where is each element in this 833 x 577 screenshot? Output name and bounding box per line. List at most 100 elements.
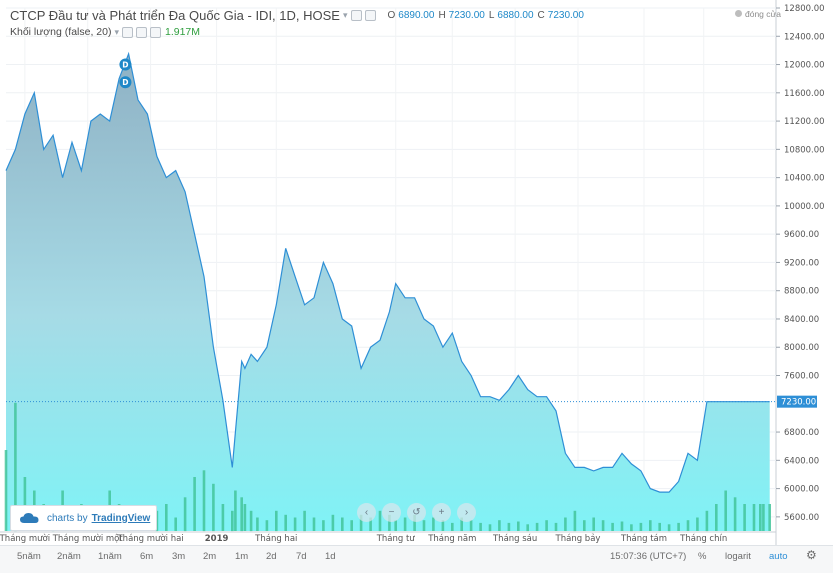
volume-bar: [498, 520, 501, 531]
volume-bar: [583, 520, 586, 531]
gear-icon[interactable]: ⚙: [806, 548, 817, 562]
volume-label[interactable]: Khối lượng (false, 20): [10, 26, 112, 38]
volume-bar: [752, 504, 756, 531]
volume-bar: [413, 514, 416, 531]
timeframe-1y[interactable]: 1năm: [98, 551, 122, 562]
tradingview-link[interactable]: TradingView: [91, 512, 151, 524]
chevron-down-icon[interactable]: ▾: [342, 10, 348, 20]
bottom-toolbar: [0, 545, 833, 573]
volume-bar: [705, 510, 709, 532]
timeframe-1m[interactable]: 1m: [235, 551, 249, 562]
volume-bar: [388, 514, 391, 531]
volume-bar: [341, 517, 344, 531]
eye-icon[interactable]: [122, 26, 133, 38]
timeframe-7d[interactable]: 7d: [296, 551, 307, 562]
volume-bar: [686, 520, 690, 531]
x-tick-label: Tháng chín: [679, 534, 727, 544]
log-toggle[interactable]: logarit: [725, 551, 751, 562]
tradingview-prefix: charts by: [47, 512, 88, 524]
dividend-marker[interactable]: [119, 58, 132, 71]
ohlc-open-value: 6890.00: [398, 10, 435, 21]
chart-legend-title[interactable]: CTCP Đầu tư và Phát triển Đa Quốc Gia - …: [10, 8, 584, 23]
dividend-marker[interactable]: [119, 76, 132, 89]
volume-bar: [592, 517, 595, 531]
timeframe-2y[interactable]: 2năm: [57, 551, 81, 562]
zoom-minus-button[interactable]: −: [382, 503, 401, 522]
cloud-icon: [20, 513, 39, 523]
volume-bar: [240, 497, 243, 532]
zoom-out-button[interactable]: ‹: [357, 503, 376, 522]
volume-bar: [526, 524, 529, 532]
timeframe-5y[interactable]: 5năm: [17, 551, 41, 562]
volume-bar: [696, 517, 699, 531]
volume-bar: [231, 510, 234, 532]
volume-bar: [243, 504, 247, 531]
dividend-markers[interactable]: DD: [119, 58, 132, 89]
volume-bar: [14, 402, 17, 532]
y-tick-label: 9600.00: [784, 230, 819, 240]
timeframe-2m[interactable]: 2m: [203, 551, 217, 562]
volume-bar: [564, 517, 567, 531]
volume-bar: [573, 510, 577, 532]
zoom-plus-button[interactable]: +: [432, 503, 451, 522]
clock-time[interactable]: 15:07:36 (UTC+7): [610, 551, 687, 562]
volume-bar: [234, 490, 237, 531]
volume-bar: [284, 514, 287, 531]
tradingview-badge[interactable]: charts by TradingView: [10, 505, 157, 531]
zoom-out-icon: ‹: [364, 507, 369, 518]
volume-bar: [312, 517, 316, 531]
reset-button[interactable]: ↺: [407, 503, 426, 522]
eye-icon[interactable]: [350, 10, 362, 21]
plus-icon: +: [438, 507, 445, 518]
price-series-line: [5, 51, 770, 493]
x-tick-label: Tháng mười hai: [116, 533, 183, 544]
market-status-text: đóng cửa: [745, 9, 781, 19]
volume-bar: [422, 520, 426, 531]
timeframe-3m[interactable]: 3m: [172, 551, 186, 562]
volume-bar: [378, 510, 382, 532]
volume-bar: [517, 521, 520, 531]
scroll-right-button[interactable]: ›: [457, 503, 476, 522]
auto-toggle[interactable]: auto: [769, 551, 788, 562]
y-tick-label: 10800.00: [784, 145, 825, 155]
volume-bar: [611, 522, 614, 531]
volume-bar: [667, 524, 671, 532]
last-price-tag: [777, 395, 817, 408]
volume-legend[interactable]: Khối lượng (false, 20) ▾ 1.917M: [10, 26, 200, 38]
volume-bar: [4, 450, 8, 531]
settings-icon[interactable]: [364, 10, 376, 21]
ohlc-high-value: 7230.00: [448, 10, 485, 21]
volume-bar: [265, 520, 269, 531]
x-tick-label: Tháng năm: [427, 534, 476, 544]
volume-bar: [469, 520, 473, 531]
settings-icon[interactable]: [136, 26, 147, 38]
close-icon[interactable]: [150, 26, 161, 38]
timeframe-1d[interactable]: 1d: [325, 551, 336, 562]
y-tick-label: 7600.00: [784, 372, 819, 382]
market-status: đóng cửa: [735, 9, 781, 19]
x-tick-label: Tháng bảy: [555, 533, 601, 544]
volume-bar: [649, 520, 652, 531]
price-axis[interactable]: 5600.00 6000.00 6400.00 6800.00 7600.00 8000.…: [776, 4, 825, 523]
status-dot-icon: [735, 10, 742, 17]
y-tick-label: 5600.00: [784, 513, 819, 523]
timeframe-6m[interactable]: 6m: [140, 551, 154, 562]
chevron-down-icon[interactable]: ▾: [114, 26, 119, 37]
symbol-title[interactable]: CTCP Đầu tư và Phát triển Đa Quốc Gia - …: [10, 8, 340, 23]
volume-bar: [359, 514, 363, 531]
y-tick-label: 12400.00: [784, 32, 825, 42]
volume-bar: [212, 483, 215, 532]
price-area-fill: [6, 53, 770, 532]
volume-bar: [183, 497, 187, 532]
volume-bar: [165, 504, 168, 531]
percent-toggle[interactable]: %: [698, 551, 707, 562]
volume-bar: [441, 520, 445, 531]
y-tick-label: 8000.00: [784, 343, 819, 353]
timeframe-2d[interactable]: 2d: [266, 551, 277, 562]
x-tick-label: Tháng sáu: [492, 534, 537, 544]
price-line: [5, 51, 776, 493]
y-tick-label: 12800.00: [784, 4, 825, 14]
